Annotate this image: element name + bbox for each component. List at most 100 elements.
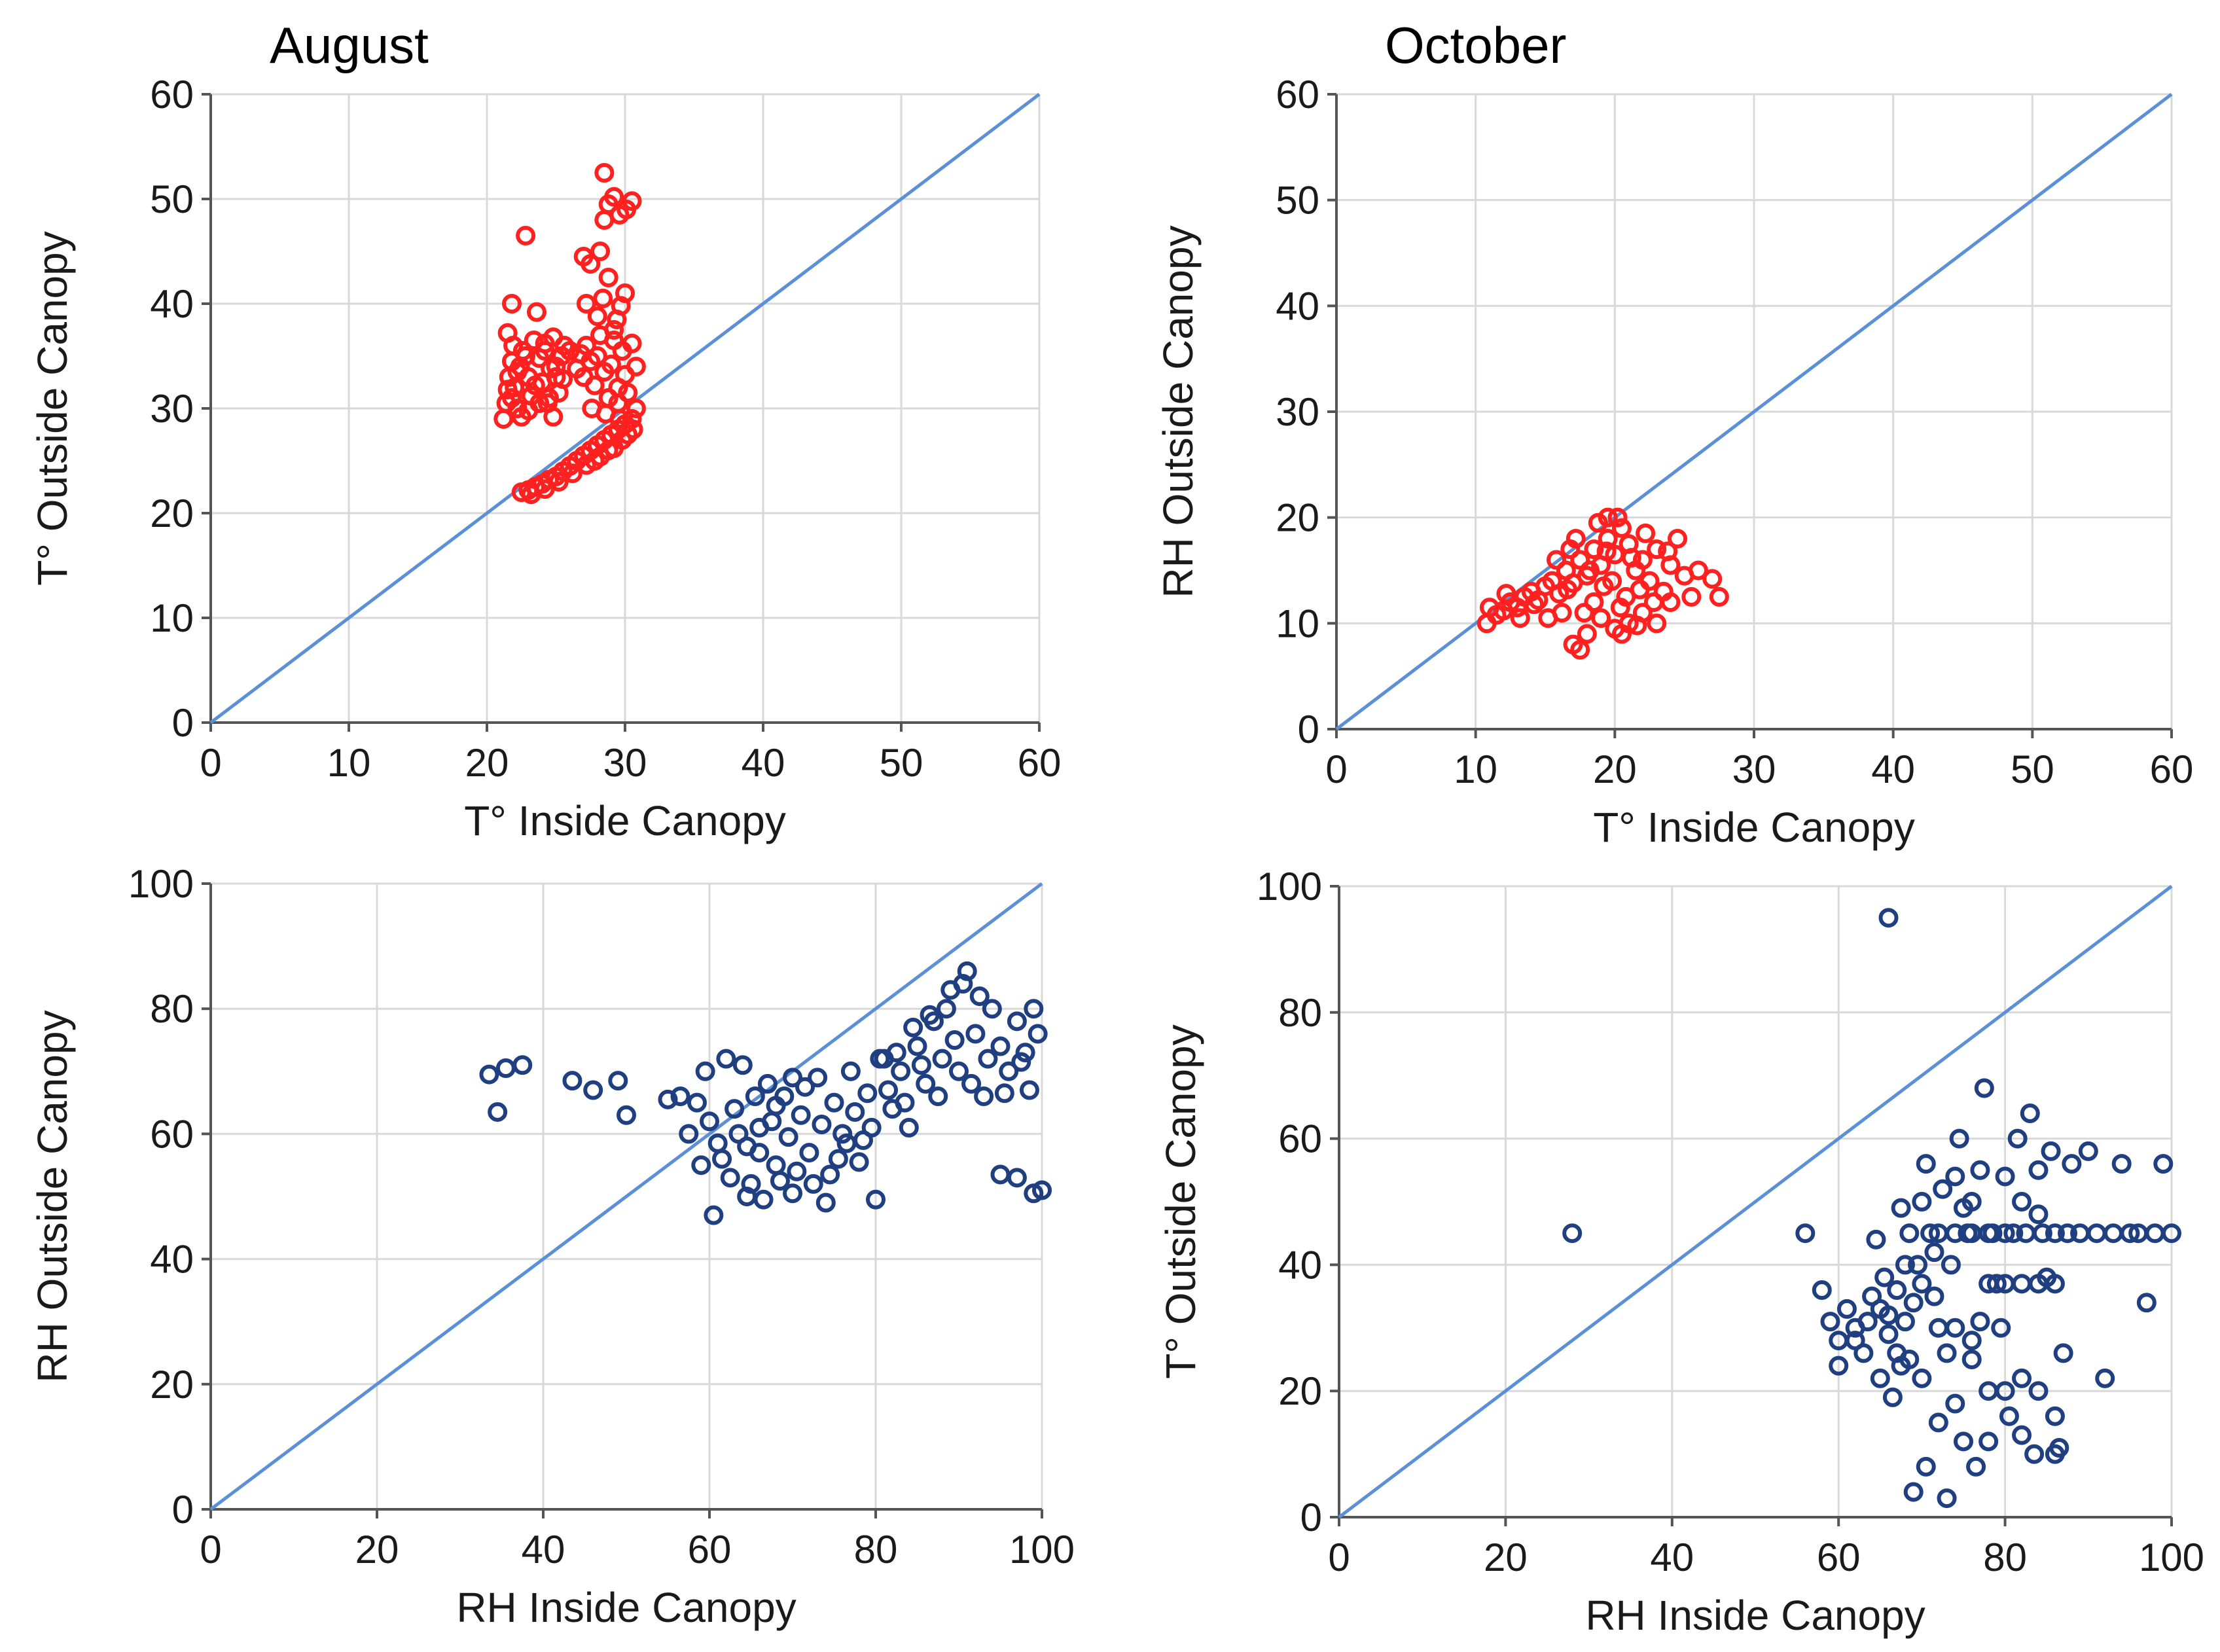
data-point xyxy=(1547,550,1567,570)
y-tick-label: 40 xyxy=(1278,1243,1322,1287)
data-point xyxy=(1961,1331,1982,1351)
data-point xyxy=(1688,560,1708,581)
x-tick-label: 20 xyxy=(355,1528,399,1571)
data-point xyxy=(1899,1223,1920,1244)
data-point xyxy=(766,1155,786,1176)
data-point xyxy=(604,187,624,207)
x-tick-label: 0 xyxy=(1328,1535,1350,1579)
data-point xyxy=(1538,608,1558,628)
data-point xyxy=(1928,1412,1948,1433)
data-point xyxy=(1558,579,1578,600)
x-tick-label: 0 xyxy=(200,1528,221,1571)
data-point xyxy=(594,163,615,183)
data-point xyxy=(1870,1368,1890,1388)
data-point xyxy=(849,1152,869,1172)
data-point xyxy=(1610,598,1630,618)
y-tick-label: 60 xyxy=(150,73,194,117)
data-point xyxy=(1924,1286,1944,1306)
data-point xyxy=(974,1086,994,1107)
y-tick-label: 100 xyxy=(1257,865,1322,908)
y-tick-label: 10 xyxy=(150,596,194,640)
data-point xyxy=(886,1043,906,1063)
data-point xyxy=(1916,1154,1936,1174)
x-tick-label: 30 xyxy=(603,741,647,785)
data-point xyxy=(1878,1324,1899,1344)
y-tick-label: 0 xyxy=(1298,708,1319,751)
data-point xyxy=(707,1133,728,1153)
data-point xyxy=(712,1149,732,1169)
data-point xyxy=(562,1071,582,1091)
data-point xyxy=(916,1073,936,1094)
data-point xyxy=(2058,1223,2077,1244)
data-point xyxy=(795,1077,815,1097)
data-point xyxy=(716,1049,736,1069)
data-point xyxy=(1032,1180,1052,1200)
data-point xyxy=(732,1055,753,1075)
data-point xyxy=(617,1105,636,1125)
y-tick-label: 0 xyxy=(172,1488,194,1532)
data-point xyxy=(495,1058,516,1079)
data-point xyxy=(1636,523,1656,543)
y-axis-label: RH Outside Canopy xyxy=(29,1010,76,1382)
y-tick-label: 80 xyxy=(1278,991,1322,1035)
data-point xyxy=(1598,529,1618,548)
data-point xyxy=(1903,1482,1924,1502)
data-point xyxy=(999,1061,1019,1081)
data-point xyxy=(623,420,643,439)
data-point xyxy=(1028,1024,1048,1044)
x-tick-label: 100 xyxy=(2139,1535,2204,1579)
data-point xyxy=(658,1089,678,1109)
data-point xyxy=(1974,1078,1994,1098)
data-point xyxy=(700,1111,719,1132)
data-point xyxy=(573,247,594,266)
data-point xyxy=(1570,550,1590,570)
data-point xyxy=(598,268,618,287)
data-point xyxy=(593,289,613,308)
data-point xyxy=(601,354,621,374)
data-point xyxy=(2120,1223,2140,1244)
data-point xyxy=(753,1189,774,1210)
data-point xyxy=(1607,507,1628,528)
title-august: August xyxy=(270,16,429,74)
data-point xyxy=(608,1071,628,1091)
data-point xyxy=(1995,1381,2015,1401)
data-point xyxy=(1709,586,1729,607)
data-point xyxy=(2028,1204,2049,1225)
y-tick-label: 80 xyxy=(150,987,194,1031)
data-point xyxy=(2053,1343,2073,1363)
data-point xyxy=(604,320,624,340)
data-point xyxy=(1015,1043,1035,1063)
data-point xyxy=(725,1099,745,1119)
data-point xyxy=(609,409,630,429)
data-point xyxy=(670,1086,690,1107)
data-point xyxy=(903,1017,923,1037)
data-point xyxy=(1961,1350,1982,1369)
data-point xyxy=(1874,1267,1895,1287)
data-point xyxy=(766,1096,786,1116)
data-point xyxy=(2145,1223,2165,1244)
data-point xyxy=(2045,1406,2065,1426)
y-tick-label: 50 xyxy=(1276,179,1319,223)
data-point xyxy=(1928,1318,1948,1338)
data-point xyxy=(1903,1293,1924,1313)
data-point xyxy=(757,1073,778,1094)
data-point xyxy=(2020,1104,2040,1124)
reference-line xyxy=(209,882,1043,1511)
data-point xyxy=(562,463,582,484)
y-tick-label: 40 xyxy=(150,282,194,326)
data-point xyxy=(969,986,990,1007)
data-point xyxy=(878,1080,899,1100)
data-point xyxy=(1945,1393,1965,1414)
data-point xyxy=(1829,1356,1849,1376)
reference-line xyxy=(1335,93,2173,730)
y-axis-label: RH Outside Canopy xyxy=(1155,225,1202,598)
x-tick-label: 40 xyxy=(522,1528,565,1571)
x-axis-label: RH Inside Canopy xyxy=(1585,1592,1925,1639)
x-tick-label: 60 xyxy=(1817,1535,1861,1579)
data-point xyxy=(2032,1223,2052,1244)
data-point xyxy=(1933,1179,1953,1199)
data-point xyxy=(576,294,596,314)
x-tick-label: 20 xyxy=(1593,747,1637,791)
y-tick-label: 40 xyxy=(1276,284,1319,328)
data-point xyxy=(2007,1128,2028,1149)
